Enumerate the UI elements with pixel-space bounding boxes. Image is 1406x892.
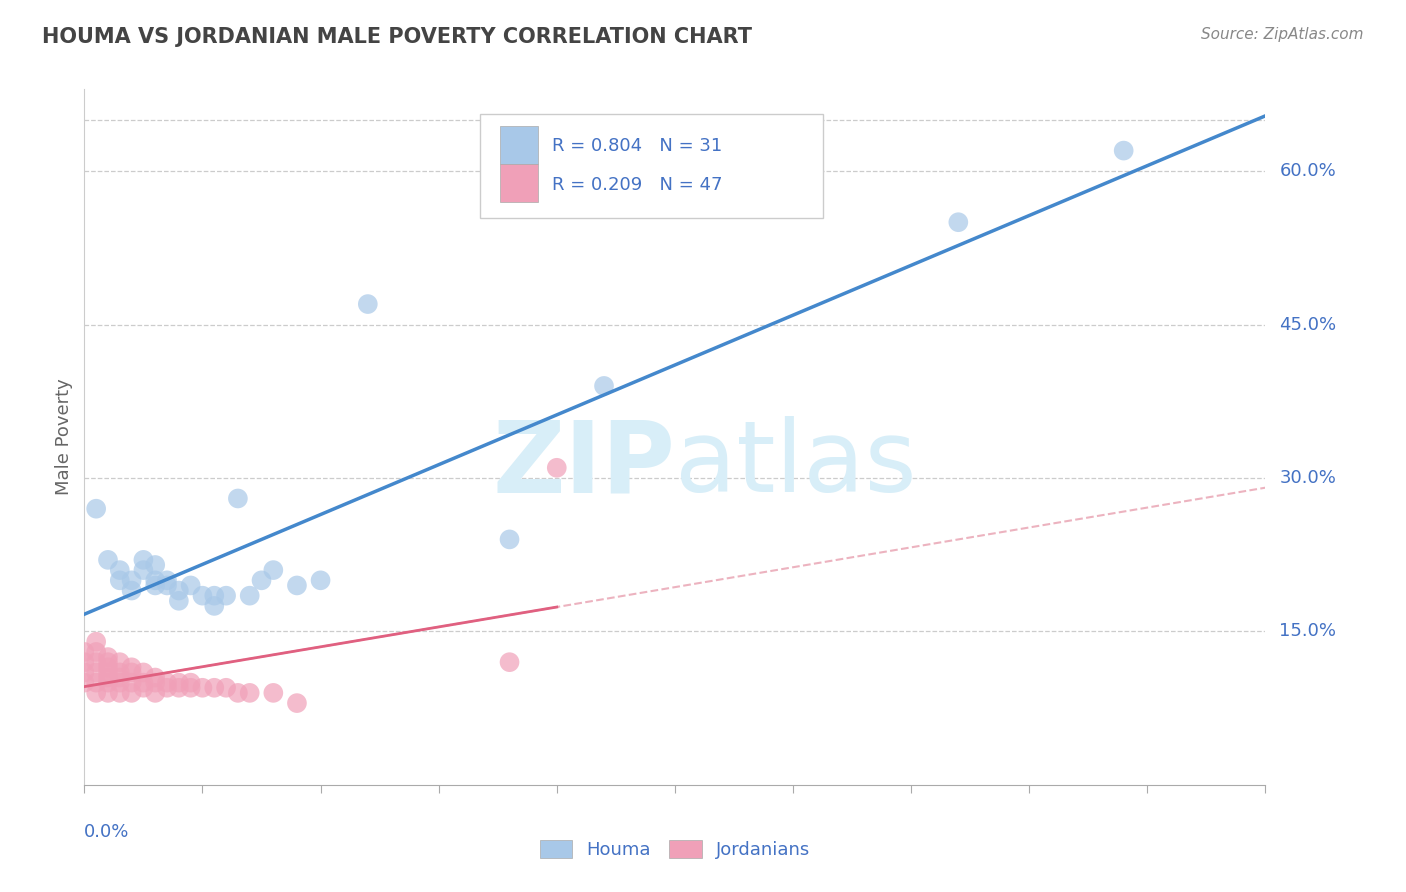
Text: R = 0.209   N = 47: R = 0.209 N = 47 bbox=[553, 176, 723, 194]
Point bbox=[143, 671, 166, 685]
Point bbox=[202, 599, 225, 613]
Point bbox=[108, 675, 131, 690]
Point bbox=[121, 583, 143, 598]
Point bbox=[84, 655, 107, 669]
Text: ZIP: ZIP bbox=[492, 417, 675, 514]
Point bbox=[73, 675, 96, 690]
Point bbox=[498, 655, 520, 669]
Point bbox=[167, 583, 190, 598]
Point bbox=[167, 675, 190, 690]
Point bbox=[108, 655, 131, 669]
Point bbox=[167, 594, 190, 608]
Point bbox=[143, 574, 166, 588]
Point bbox=[309, 574, 332, 588]
Point bbox=[73, 645, 96, 659]
Point bbox=[250, 574, 273, 588]
Point bbox=[97, 655, 120, 669]
Point bbox=[285, 696, 308, 710]
Point bbox=[108, 665, 131, 680]
Text: atlas: atlas bbox=[675, 417, 917, 514]
Point bbox=[84, 501, 107, 516]
Point bbox=[97, 660, 120, 674]
Point bbox=[226, 491, 249, 506]
Point bbox=[108, 574, 131, 588]
Point bbox=[239, 589, 262, 603]
Point bbox=[202, 589, 225, 603]
Point bbox=[226, 686, 249, 700]
Bar bbox=[501, 164, 538, 202]
Point bbox=[121, 686, 143, 700]
Point bbox=[108, 671, 131, 685]
Point bbox=[132, 681, 155, 695]
Point bbox=[73, 665, 96, 680]
Point bbox=[262, 563, 284, 577]
Point bbox=[97, 675, 120, 690]
Point bbox=[1112, 144, 1135, 158]
Text: HOUMA VS JORDANIAN MALE POVERTY CORRELATION CHART: HOUMA VS JORDANIAN MALE POVERTY CORRELAT… bbox=[42, 27, 752, 46]
Point bbox=[191, 589, 214, 603]
Point bbox=[215, 589, 238, 603]
Point bbox=[948, 215, 970, 229]
Point bbox=[593, 379, 616, 393]
Text: 30.0%: 30.0% bbox=[1279, 469, 1336, 487]
Point bbox=[180, 681, 202, 695]
Point bbox=[132, 553, 155, 567]
Point bbox=[97, 686, 120, 700]
Point bbox=[357, 297, 380, 311]
FancyBboxPatch shape bbox=[479, 113, 823, 218]
Point bbox=[143, 578, 166, 592]
Legend: Houma, Jordanians: Houma, Jordanians bbox=[533, 832, 817, 866]
Point bbox=[239, 686, 262, 700]
Point bbox=[73, 655, 96, 669]
Point bbox=[156, 681, 179, 695]
Point bbox=[97, 553, 120, 567]
Point bbox=[285, 578, 308, 592]
Point bbox=[191, 681, 214, 695]
Point bbox=[498, 533, 520, 547]
Point bbox=[143, 675, 166, 690]
Text: Source: ZipAtlas.com: Source: ZipAtlas.com bbox=[1201, 27, 1364, 42]
Point bbox=[121, 675, 143, 690]
Point bbox=[156, 675, 179, 690]
Point bbox=[84, 634, 107, 648]
Point bbox=[121, 665, 143, 680]
Point bbox=[132, 563, 155, 577]
Point bbox=[84, 645, 107, 659]
Text: R = 0.804   N = 31: R = 0.804 N = 31 bbox=[553, 137, 723, 155]
Point bbox=[156, 578, 179, 592]
Y-axis label: Male Poverty: Male Poverty bbox=[55, 379, 73, 495]
Point bbox=[97, 650, 120, 665]
Point bbox=[121, 574, 143, 588]
Point bbox=[84, 686, 107, 700]
Bar bbox=[501, 126, 538, 164]
Text: 45.0%: 45.0% bbox=[1279, 316, 1337, 334]
Text: 15.0%: 15.0% bbox=[1279, 623, 1336, 640]
Point bbox=[108, 563, 131, 577]
Point bbox=[143, 686, 166, 700]
Point bbox=[143, 558, 166, 572]
Point bbox=[84, 665, 107, 680]
Text: 60.0%: 60.0% bbox=[1279, 162, 1336, 180]
Point bbox=[97, 671, 120, 685]
Point bbox=[180, 675, 202, 690]
Point bbox=[156, 574, 179, 588]
Point bbox=[97, 665, 120, 680]
Point bbox=[215, 681, 238, 695]
Point bbox=[132, 675, 155, 690]
Point bbox=[546, 460, 568, 475]
Point bbox=[262, 686, 284, 700]
Point bbox=[202, 681, 225, 695]
Text: 0.0%: 0.0% bbox=[84, 823, 129, 841]
Point bbox=[108, 686, 131, 700]
Point bbox=[84, 675, 107, 690]
Point bbox=[180, 578, 202, 592]
Point bbox=[121, 660, 143, 674]
Point bbox=[167, 681, 190, 695]
Point bbox=[132, 665, 155, 680]
